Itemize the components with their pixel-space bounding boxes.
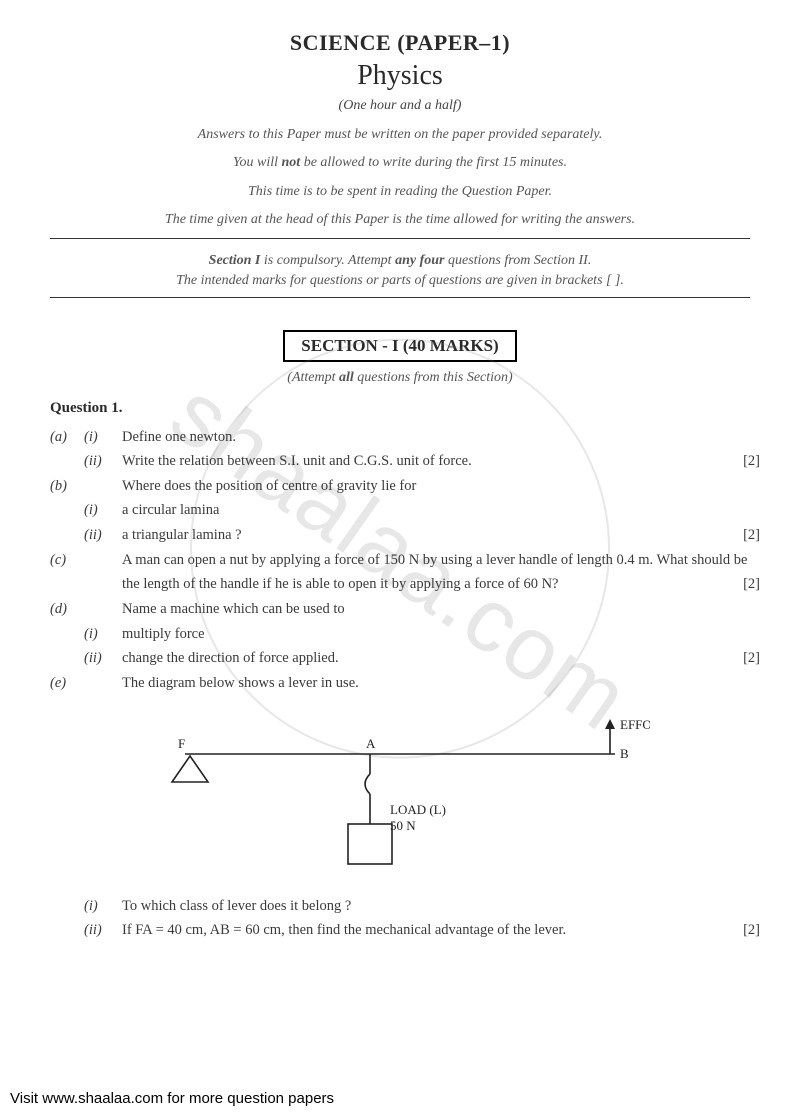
q1-a-i: (a) (i) Define one newton.	[50, 425, 750, 450]
section-box: SECTION - I (40 MARKS)	[283, 330, 516, 362]
svg-text:B: B	[620, 746, 629, 761]
q1-b-ii: (ii) a triangular lamina ? [2]	[50, 523, 750, 548]
header: SCIENCE (PAPER–1) Physics (One hour and …	[50, 30, 750, 232]
svg-text:A: A	[366, 736, 376, 751]
sub-label: (i)	[84, 425, 114, 450]
sub-label: (ii)	[84, 918, 114, 943]
question-text: A man can open a nut by applying a force…	[122, 552, 748, 593]
q1-c: (c) A man can open a nut by applying a f…	[50, 548, 750, 597]
paper-title: SCIENCE (PAPER–1)	[50, 30, 750, 56]
q1-b: (b) Where does the position of centre of…	[50, 474, 750, 499]
svg-text:F: F	[178, 736, 185, 751]
question-text: Where does the position of centre of gra…	[122, 478, 416, 494]
part-label: (b)	[50, 474, 80, 499]
marks: [2]	[743, 918, 760, 943]
instruction-line: This time is to be spent in reading the …	[50, 181, 750, 203]
lever-svg: F A B EFFORT (E) LOAD (L)50 N	[170, 714, 650, 884]
q1-d-i: (i) multiply force	[50, 622, 750, 647]
q1-a-ii: (ii) Write the relation between S.I. uni…	[50, 449, 750, 474]
part-label: (a)	[50, 425, 80, 450]
section-header: SECTION - I (40 MARKS) (Attempt all ques…	[50, 312, 750, 386]
section-instr-line: Section I is compulsory. Attempt any fou…	[50, 253, 750, 269]
instruction-line: You will not be allowed to write during …	[50, 152, 750, 174]
divider	[50, 297, 750, 298]
instruction-line: Answers to this Paper must be written on…	[50, 124, 750, 146]
sub-label: (i)	[84, 894, 114, 919]
marks: [2]	[743, 523, 760, 548]
subject-title: Physics	[50, 60, 750, 92]
sub-label: (i)	[84, 622, 114, 647]
svg-text:EFFORT (E): EFFORT (E)	[620, 717, 650, 732]
question-text: Write the relation between S.I. unit and…	[122, 453, 472, 469]
marks: [2]	[743, 572, 760, 597]
q1-d: (d) Name a machine which can be used to	[50, 597, 750, 622]
section-instructions: Section I is compulsory. Attempt any fou…	[50, 253, 750, 289]
divider	[50, 238, 750, 239]
part-label: (c)	[50, 548, 80, 573]
q1-b-i: (i) a circular lamina	[50, 498, 750, 523]
question-text: a circular lamina	[122, 502, 219, 518]
section-sub: (Attempt all questions from this Section…	[50, 370, 750, 386]
svg-text:50 N: 50 N	[390, 818, 416, 833]
part-label: (d)	[50, 597, 80, 622]
q1-d-ii: (ii) change the direction of force appli…	[50, 646, 750, 671]
part-label: (e)	[50, 671, 80, 696]
marks: [2]	[743, 646, 760, 671]
question-text: Define one newton.	[122, 429, 236, 445]
question-text: To which class of lever does it belong ?	[122, 898, 351, 914]
sub-label: (ii)	[84, 449, 114, 474]
question-text: The diagram below shows a lever in use.	[122, 675, 359, 691]
footer: Visit www.shaalaa.com for more question …	[10, 1090, 334, 1107]
instruction-line: The time given at the head of this Paper…	[50, 209, 750, 231]
section-instr-line: The intended marks for questions or part…	[50, 273, 750, 289]
duration: (One hour and a half)	[50, 98, 750, 114]
sub-label: (ii)	[84, 646, 114, 671]
q1-e: (e) The diagram below shows a lever in u…	[50, 671, 750, 696]
q1-e-ii: (ii) If FA = 40 cm, AB = 60 cm, then fin…	[50, 918, 750, 943]
q1-e-i: (i) To which class of lever does it belo…	[50, 894, 750, 919]
question-text: change the direction of force applied.	[122, 650, 339, 666]
svg-text:LOAD (L): LOAD (L)	[390, 802, 446, 817]
question-heading: Question 1.	[50, 400, 750, 417]
lever-diagram: F A B EFFORT (E) LOAD (L)50 N	[170, 714, 650, 884]
sub-label: (ii)	[84, 523, 114, 548]
question-text: multiply force	[122, 626, 205, 642]
question-text: If FA = 40 cm, AB = 60 cm, then find the…	[122, 922, 566, 938]
marks: [2]	[743, 449, 760, 474]
question-text: Name a machine which can be used to	[122, 601, 345, 617]
question-text: a triangular lamina ?	[122, 527, 242, 543]
sub-label: (i)	[84, 498, 114, 523]
